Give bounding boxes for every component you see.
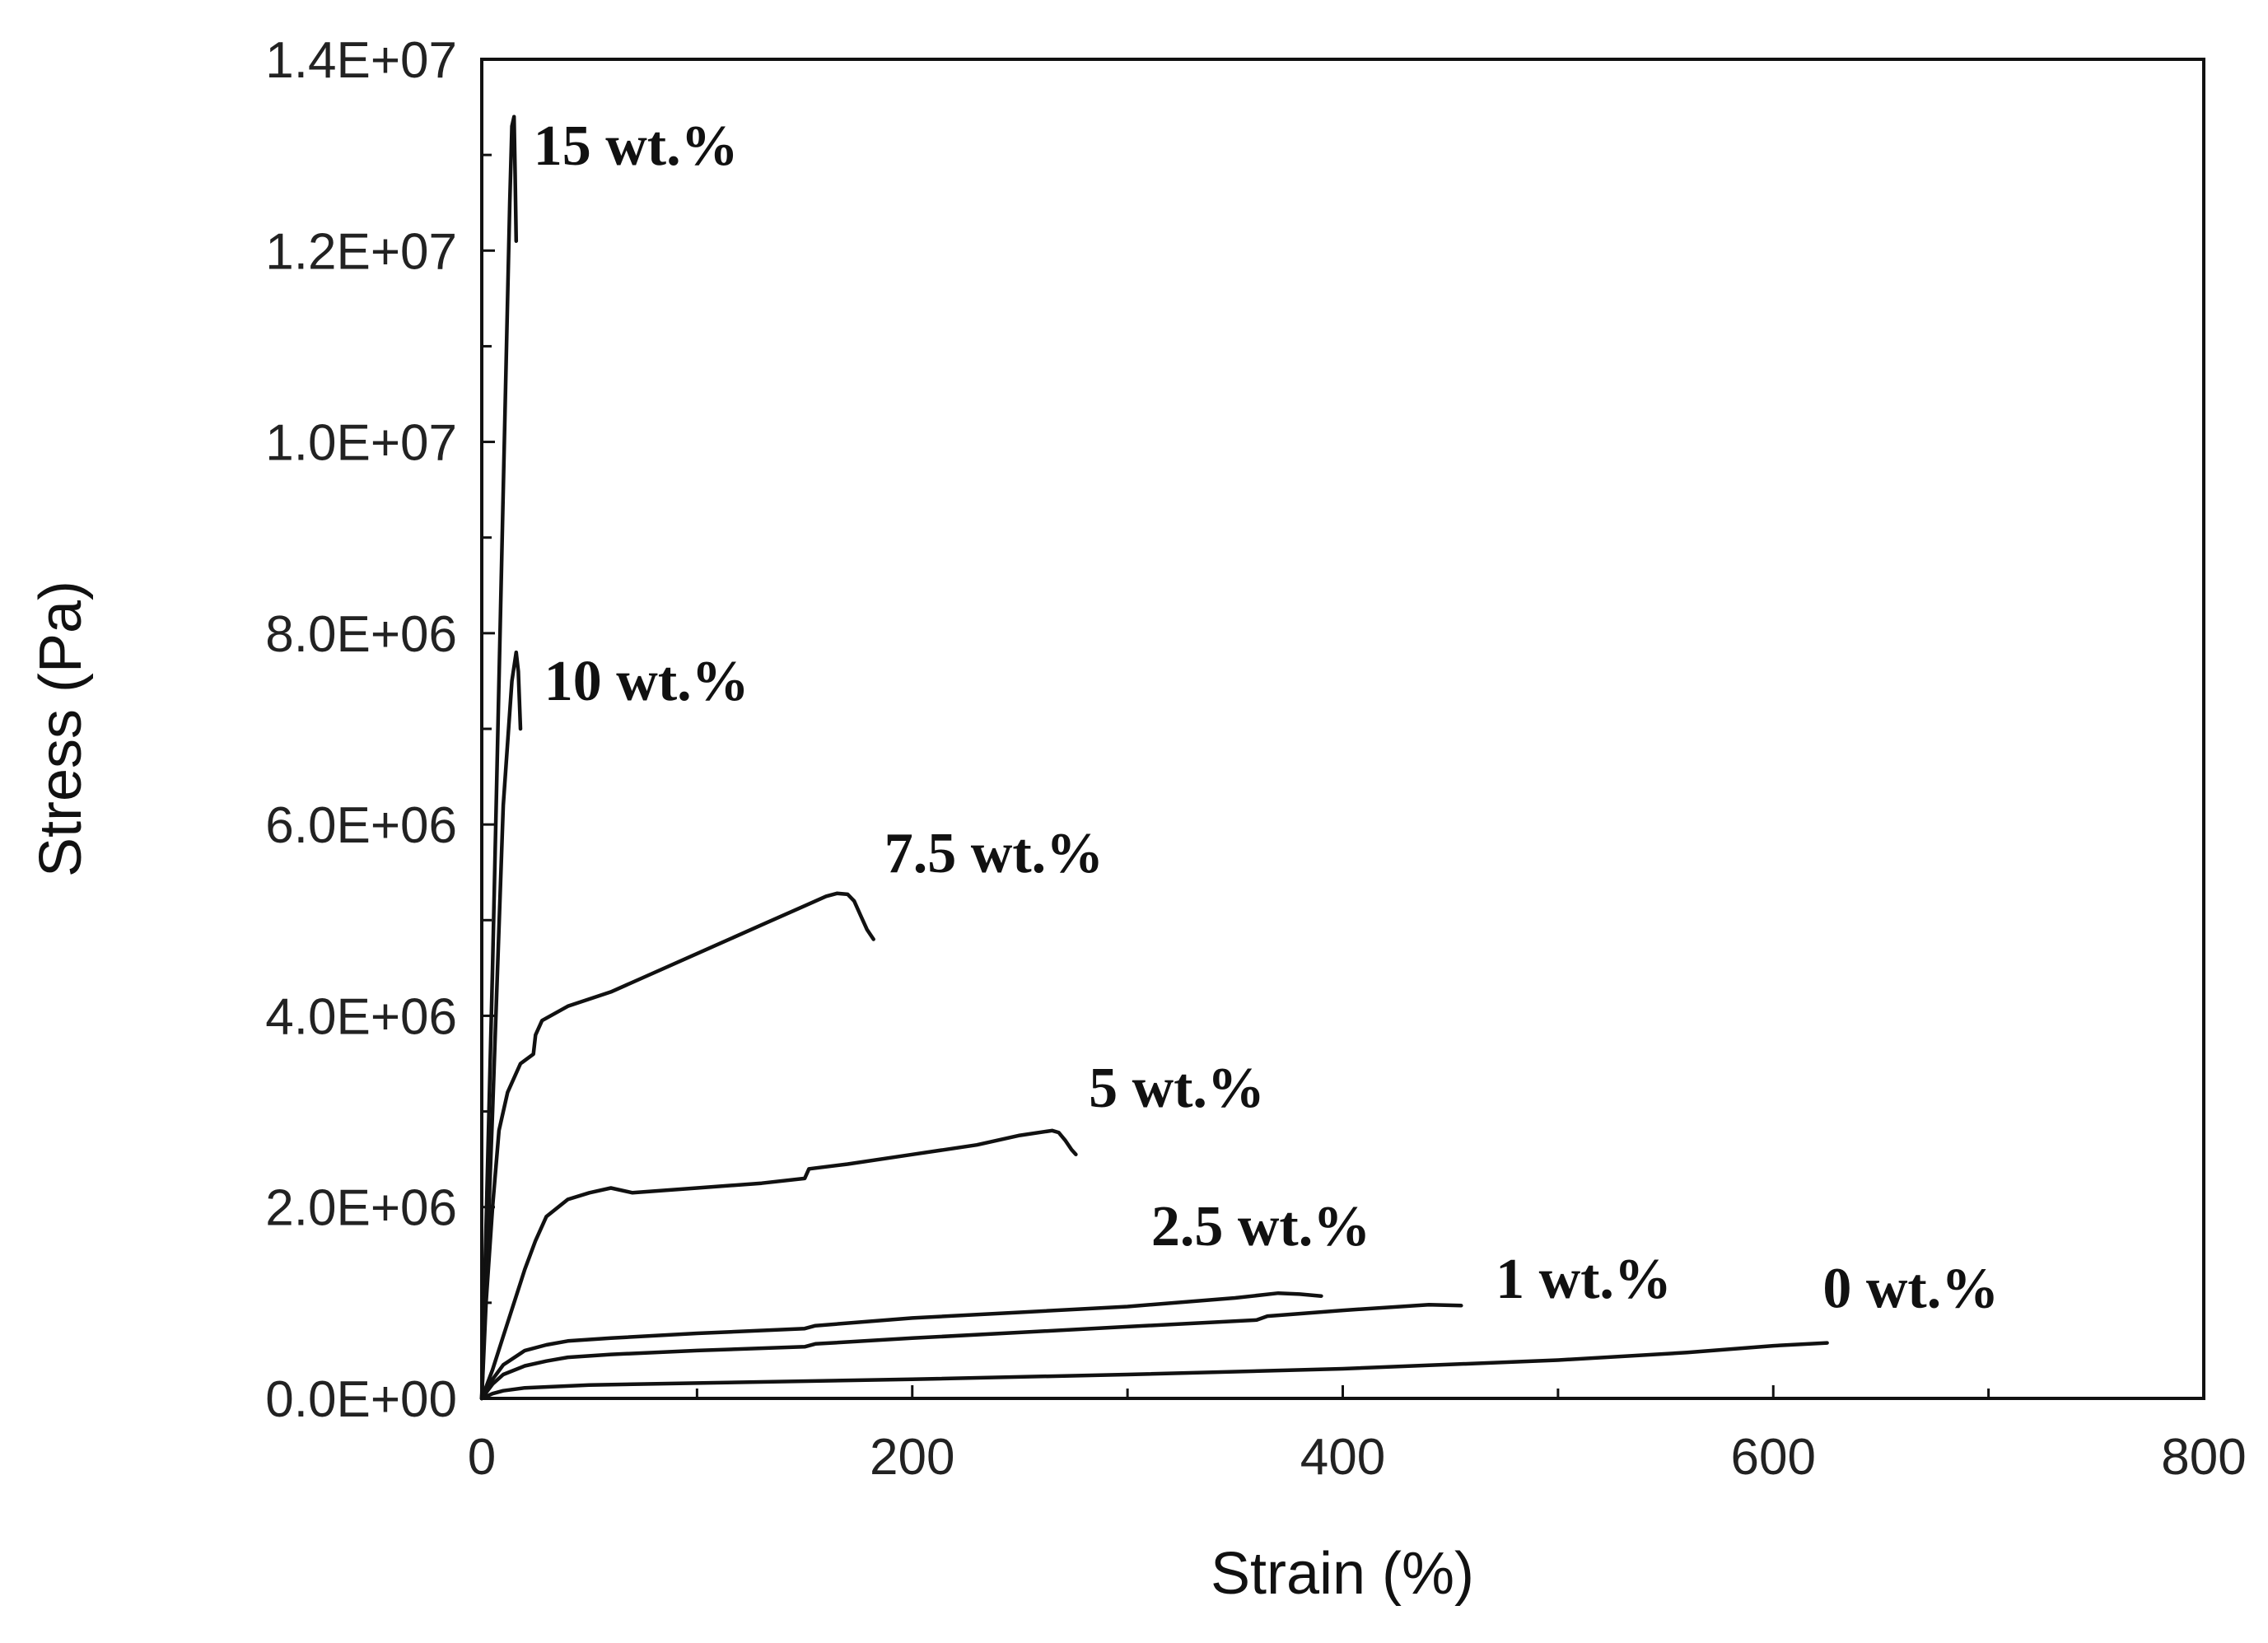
series-label: 5 wt.% bbox=[1089, 1057, 1265, 1120]
series-label: 1 wt.% bbox=[1496, 1248, 1672, 1311]
y-tick-labels: 0.0E+00 2.0E+06 4.0E+06 6.0E+06 8.0E+06 1.0E+… bbox=[265, 32, 457, 1428]
series-line-15-wt bbox=[479, 114, 519, 1401]
x-tick-label: 800 bbox=[2161, 1429, 2246, 1486]
x-tick-label: 400 bbox=[1300, 1429, 1385, 1486]
series-line-7-5-wt bbox=[479, 891, 875, 1401]
series-line-0-wt bbox=[479, 1341, 1829, 1401]
series-label: 7.5 wt.% bbox=[884, 822, 1104, 885]
axis-ticks bbox=[480, 58, 2205, 1400]
y-tick-label: 1.2E+07 bbox=[265, 223, 457, 280]
x-tick-label: 200 bbox=[870, 1429, 954, 1486]
series-line-10-wt bbox=[479, 650, 523, 1401]
y-tick-label: 6.0E+06 bbox=[265, 797, 457, 854]
series-label: 15 wt.% bbox=[534, 114, 739, 178]
x-tick-label: 600 bbox=[1731, 1429, 1816, 1486]
series-line-2-5-wt bbox=[479, 1291, 1323, 1401]
y-tick-label: 1.0E+07 bbox=[265, 415, 457, 472]
series-line-1-wt bbox=[479, 1302, 1463, 1401]
y-axis-title: Stress (Pa) bbox=[28, 581, 94, 877]
y-tick-label: 0.0E+00 bbox=[265, 1371, 457, 1428]
x-tick-label: 0 bbox=[468, 1429, 496, 1486]
y-tick-label: 8.0E+06 bbox=[265, 606, 457, 663]
series-line-5-wt bbox=[479, 1128, 1078, 1401]
y-tick-label: 2.0E+06 bbox=[265, 1180, 457, 1237]
series-label: 10 wt.% bbox=[544, 650, 749, 713]
y-tick-label: 4.0E+06 bbox=[265, 988, 457, 1045]
y-tick-label: 1.4E+07 bbox=[265, 32, 457, 89]
series-curves bbox=[479, 114, 1829, 1401]
x-tick-labels: 0 200 400 600 800 bbox=[468, 1429, 2247, 1486]
series-label: 2.5 wt.% bbox=[1151, 1195, 1370, 1258]
series-labels: 15 wt.% 10 wt.% 7.5 wt.% 5 wt.% 2.5 wt.% 1 wt… bbox=[534, 114, 2000, 1321]
series-label: 0 wt.% bbox=[1822, 1258, 1999, 1321]
x-axis-title: Strain (%) bbox=[1211, 1541, 1474, 1607]
